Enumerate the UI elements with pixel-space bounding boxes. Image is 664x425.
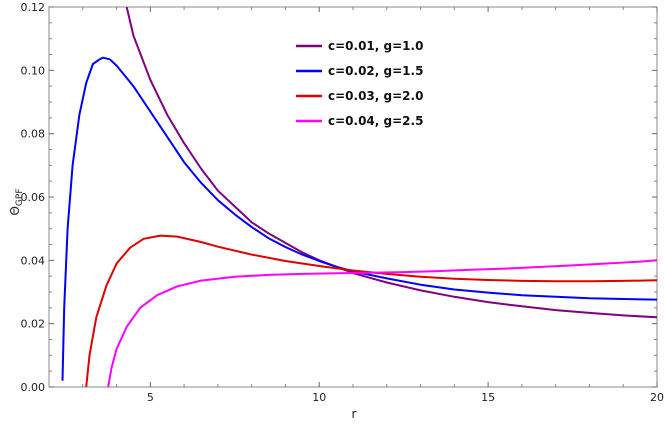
series-line-1: [125, 7, 657, 319]
y-tick-label: 0.12: [21, 1, 46, 14]
y-tick-label: 0.04: [21, 254, 46, 267]
legend: c=0.01, g=1.0 c=0.02, g=1.5 c=0.03, g=2.0 c…: [296, 39, 423, 128]
y-tick-label: 0.08: [21, 128, 46, 141]
x-tick-label: 15: [481, 391, 495, 404]
legend-label-1: c=0.01, g=1.0: [328, 39, 423, 53]
legend-label-3: c=0.03, g=2.0: [328, 89, 423, 103]
x-tick-label: 10: [312, 391, 326, 404]
series-line-2: [61, 56, 657, 381]
y-tick-label: 0.00: [21, 381, 46, 394]
y-axis-label: ΘGPF: [8, 188, 25, 215]
y-axis-label-sub: GPF: [15, 188, 25, 206]
y-tick-label: 0.06: [21, 191, 46, 204]
y-tick-label: 0.02: [21, 318, 46, 331]
legend-label-4: c=0.04, g=2.5: [328, 114, 423, 128]
y-axis-label-main: Θ: [8, 206, 22, 215]
x-tick-label: 20: [650, 391, 664, 404]
series-line-4: [107, 259, 657, 387]
x-tick-label: 5: [147, 391, 154, 404]
legend-label-2: c=0.02, g=1.5: [328, 64, 423, 78]
x-axis-label: r: [352, 407, 357, 421]
y-tick-label: 0.10: [21, 64, 46, 77]
axes: 0.00 0.02 0.04 0.06 0.08 0.10 0.12 5 10 15 20: [21, 1, 664, 404]
series-layer: [61, 7, 657, 387]
series-line-3: [85, 234, 657, 387]
